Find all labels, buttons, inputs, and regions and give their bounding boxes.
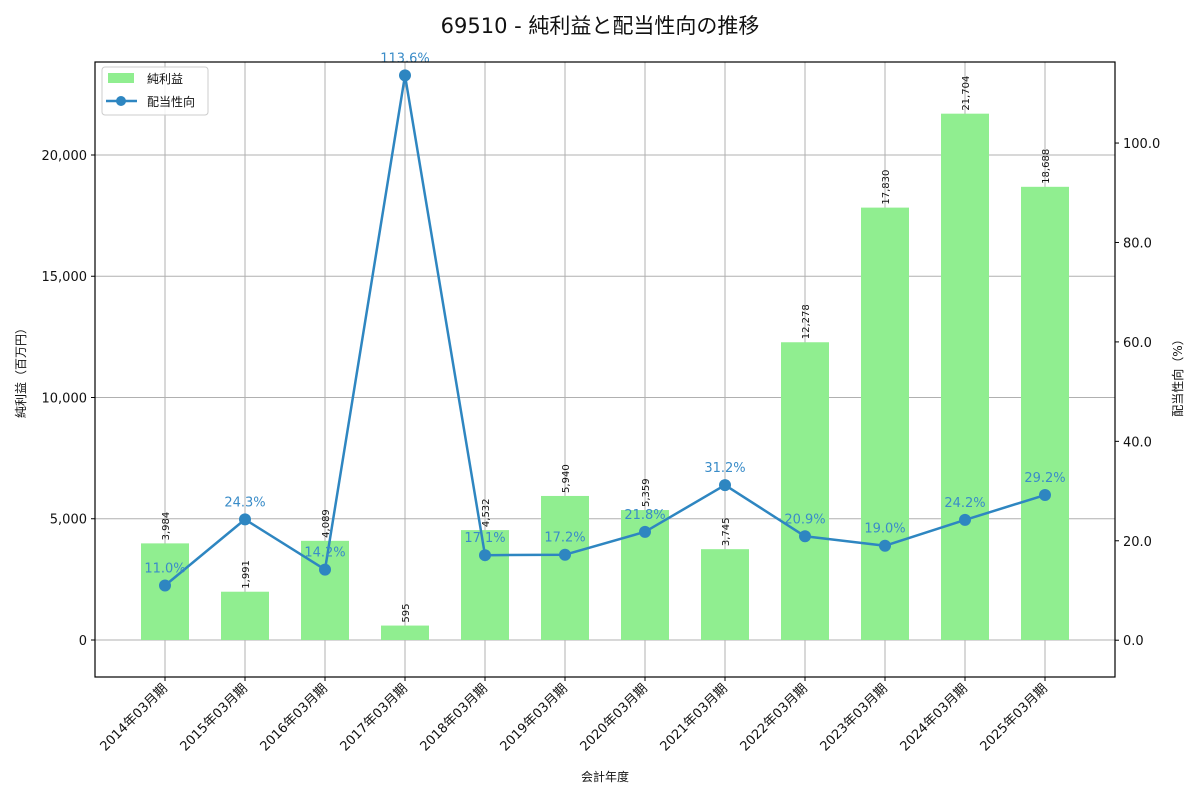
line-marker [159,579,171,592]
line-marker [479,549,491,562]
bar [301,540,349,640]
left-tick-label: 20,000 [42,149,88,164]
bar [781,342,829,640]
bar-value-label: 21,704 [961,76,972,111]
bar-value-label: 12,278 [801,304,812,339]
line-marker [879,539,891,552]
x-tick-label: 2020年03月期 [578,681,651,754]
payout-ratio-line [159,69,1051,592]
right-tick-label: 80.0 [1123,236,1152,251]
right-tick-label: 20.0 [1123,535,1152,550]
x-axis: 2014年03月期 2015年03月期 2016年03月期 2017年03月期 2018… [98,677,1051,755]
left-tick-label: 15,000 [42,270,88,285]
bar-value-label: 595 [401,603,412,622]
payout-ratio-value-label: 113.6% [380,51,430,66]
bar-value-label: 1,991 [241,560,252,589]
right-y-axis: 0.0 20.0 40.0 60.0 80.0 100.0 [1115,137,1160,649]
legend: 純利益 配当性向 [101,66,209,116]
bar-value-label: 5,359 [641,478,652,507]
line-marker [799,530,811,543]
x-tick-label: 2014年03月期 [98,681,171,754]
line-marker [639,525,651,538]
payout-ratio-value-label: 17.1% [464,531,505,546]
payout-ratio-value-label: 11.0% [144,562,185,577]
payout-ratio-value-label: 24.3% [224,495,265,510]
bar [541,495,589,640]
bar [461,530,509,640]
bar-value-label: 18,688 [1041,149,1052,184]
x-tick-label: 2015年03月期 [178,681,251,754]
bar [941,113,989,640]
x-tick-label: 2016年03月期 [258,681,331,754]
left-tick-label: 0 [79,634,87,649]
legend-label-net-income: 純利益 [147,72,183,86]
bar [1021,186,1069,640]
right-tick-label: 0.0 [1123,634,1144,649]
x-tick-label: 2018年03月期 [418,681,491,754]
plot-frame [94,61,1116,678]
bar [701,549,749,640]
payout-ratio-value-label: 31.2% [704,461,745,476]
line-marker [1039,489,1051,502]
legend-label-payout-ratio: 配当性向 [147,94,195,109]
right-tick-label: 60.0 [1123,336,1152,351]
bar-value-label: 4,089 [321,509,332,538]
line-marker [559,548,571,561]
x-tick-label: 2024年03月期 [898,681,971,754]
payout-ratio-value-label: 19.0% [864,522,905,537]
payout-ratio-value-label: 24.2% [944,496,985,511]
line-marker [959,513,971,526]
payout-ratio-value-label: 29.2% [1024,471,1065,486]
x-tick-label: 2023年03月期 [818,681,891,754]
left-y-axis-label: 純利益（百万円） [14,322,28,418]
bar-value-label: 17,830 [881,170,892,205]
left-y-axis: 0 5,000 10,000 15,000 20,000 [42,149,95,649]
bar-value-label: 3,745 [721,518,732,547]
line-marker [719,479,731,492]
bar [861,207,909,640]
bar-value-label: 4,532 [481,498,492,527]
payout-ratio-labels: 11.0% 24.3% 14.2% 113.6% 17.1% 17.2% 21.8% 31.2… [144,51,1065,576]
x-tick-label: 2017年03月期 [338,681,411,754]
line-marker [319,563,331,576]
bar-value-label: 5,940 [561,464,572,493]
right-tick-label: 100.0 [1123,137,1160,152]
legend-marker-icon [116,96,126,106]
right-y-axis-label: 配当性向（%） [1170,333,1185,416]
right-tick-label: 40.0 [1123,435,1152,450]
left-tick-label: 5,000 [50,513,87,528]
bar [141,543,189,640]
x-tick-label: 2019年03月期 [498,681,571,754]
x-tick-label: 2022年03月期 [738,681,811,754]
payout-ratio-value-label: 21.8% [624,508,665,523]
net-income-bar-labels: 3,984 1,991 4,089 595 4,532 5,940 5,359 3,745 12… [161,76,1052,623]
x-tick-label: 2021年03月期 [658,681,731,754]
net-income-bars [141,113,1069,640]
legend-bar-swatch-icon [108,73,134,83]
left-tick-label: 10,000 [42,391,88,406]
payout-ratio-polyline [164,74,1046,587]
bar-value-label: 3,984 [161,512,172,541]
payout-ratio-value-label: 20.9% [784,512,825,527]
line-marker [239,513,251,526]
payout-ratio-value-label: 17.2% [544,531,585,546]
x-tick-label: 2025年03月期 [978,681,1051,754]
bar [381,625,429,640]
line-marker [399,69,411,82]
payout-ratio-value-label: 14.2% [304,546,345,561]
bar [221,591,269,640]
chart-title: 69510 - 純利益と配当性向の推移 [440,14,760,38]
x-axis-label: 会計年度 [581,769,629,784]
